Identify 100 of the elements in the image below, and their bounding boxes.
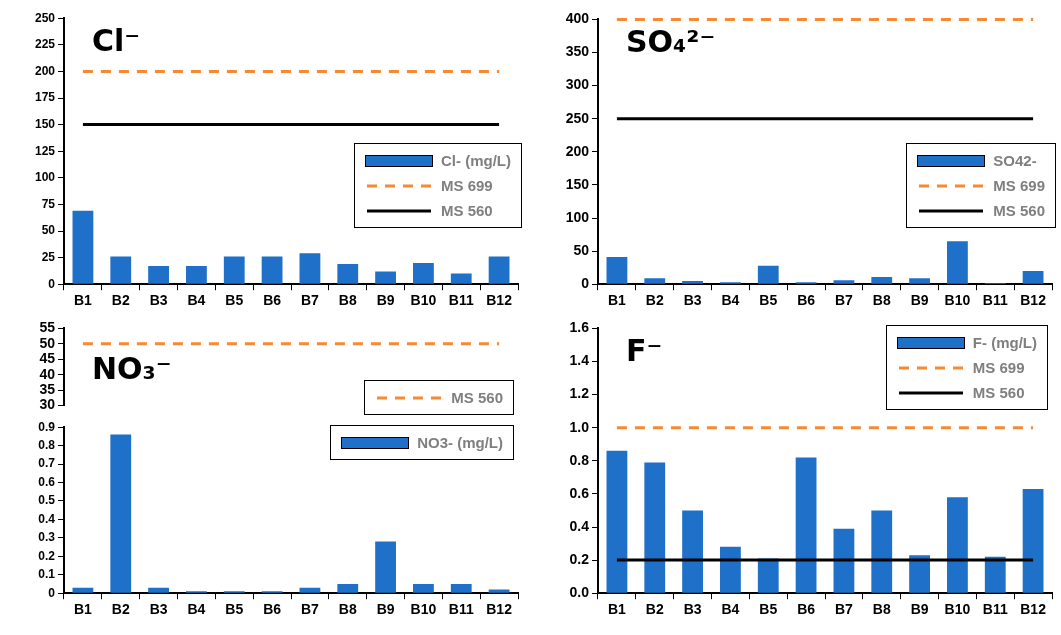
- x-tick-label: B9: [910, 601, 929, 618]
- x-tick-label: B2: [645, 292, 664, 309]
- bar: [606, 257, 628, 284]
- bar: [375, 541, 396, 593]
- bar: [720, 546, 741, 593]
- x-tick-label: B4: [187, 292, 206, 309]
- bar: [606, 450, 628, 593]
- y-tick-label: 200: [565, 142, 590, 159]
- y-tick-label: 0.8: [569, 451, 590, 468]
- y-tick-label: 50: [41, 223, 56, 238]
- y-tick-label: 225: [34, 37, 56, 52]
- bar: [413, 262, 434, 284]
- x-tick-label: B4: [721, 292, 740, 309]
- bar: [110, 256, 132, 284]
- legend-label: MS 699: [441, 177, 493, 194]
- x-tick-label: B1: [607, 601, 627, 618]
- legend-label: MS 560: [451, 389, 503, 406]
- bar: [148, 587, 169, 593]
- x-tick-label: B1: [73, 601, 93, 618]
- legend-label: Cl- (mg/L): [441, 152, 511, 169]
- chart-title: SO₄²⁻: [626, 24, 716, 60]
- x-tick-label: B10: [944, 292, 971, 309]
- x-tick-label: B3: [683, 292, 702, 309]
- x-tick-label: B12: [486, 601, 513, 618]
- bar: [757, 558, 779, 593]
- x-tick-label: B7: [300, 292, 320, 309]
- y-tick-label: 100: [34, 170, 56, 185]
- x-tick-label: B4: [721, 601, 740, 618]
- bar: [299, 253, 321, 284]
- x-tick-label: B12: [1020, 601, 1047, 618]
- x-tick-label: B3: [683, 601, 702, 618]
- y-tick-label: 0.7: [38, 456, 56, 471]
- x-tick-label: B6: [797, 601, 816, 618]
- x-tick-label: B10: [410, 292, 437, 309]
- x-tick-label: B6: [263, 601, 282, 618]
- y-tick-label: 0.1: [38, 567, 56, 582]
- x-tick-label: B8: [872, 601, 891, 618]
- y-tick-label: 50: [39, 334, 56, 351]
- y-tick-label: 150: [34, 116, 56, 131]
- x-tick-label: B3: [149, 601, 168, 618]
- y-tick-label: 0: [581, 275, 590, 292]
- y-tick-label: 0.6: [38, 474, 56, 489]
- legend-label: MS 560: [441, 202, 493, 219]
- bar: [1022, 270, 1044, 284]
- bar: [947, 241, 968, 284]
- y-tick-label: 1.2: [569, 385, 590, 402]
- bar: [261, 256, 283, 284]
- legend-label: MS 560: [972, 384, 1025, 401]
- y-tick-label: 150: [565, 175, 590, 192]
- x-tick-label: B1: [73, 292, 93, 309]
- y-tick-label: 50: [573, 241, 590, 258]
- bar: [110, 434, 132, 593]
- y-tick-label: 0.0: [569, 584, 590, 601]
- y-tick-label: 0.2: [569, 550, 590, 567]
- bar: [871, 276, 893, 284]
- y-tick-label: 45: [39, 350, 56, 367]
- bar: [871, 510, 893, 593]
- y-tick-label: 0.9: [38, 419, 56, 434]
- bar: [1022, 488, 1044, 593]
- x-tick-label: B2: [645, 601, 664, 618]
- y-tick-label: 35: [39, 381, 56, 398]
- legend-label: MS 699: [993, 177, 1045, 194]
- y-tick-label: 0.3: [38, 530, 56, 545]
- y-tick-label: 250: [34, 10, 56, 25]
- bar: [947, 497, 968, 593]
- x-tick-label: B6: [797, 292, 816, 309]
- x-tick-label: B7: [300, 601, 320, 618]
- y-tick-label: 1.4: [569, 352, 590, 369]
- y-tick-label: 55: [39, 319, 56, 336]
- x-tick-label: B9: [910, 292, 929, 309]
- bar: [337, 263, 359, 284]
- bar: [148, 266, 169, 284]
- y-tick-label: 100: [565, 208, 590, 225]
- bar: [795, 457, 817, 593]
- x-tick-label: B11: [448, 292, 474, 309]
- y-tick-label: 0.2: [38, 548, 56, 563]
- y-tick-label: 30: [39, 396, 56, 413]
- x-tick-label: B8: [338, 601, 357, 618]
- x-tick-label: B8: [338, 292, 357, 309]
- chart-title: F⁻: [626, 333, 663, 369]
- x-tick-label: B5: [225, 292, 244, 309]
- y-tick-label: 300: [565, 76, 590, 93]
- bar: [186, 266, 207, 284]
- x-tick-label: B2: [111, 292, 130, 309]
- y-tick-label: 175: [34, 90, 56, 105]
- bar: [909, 278, 930, 284]
- bar: [450, 583, 472, 593]
- y-tick-label: 250: [565, 109, 590, 126]
- y-tick-label: 0.5: [38, 493, 56, 508]
- bar: [413, 583, 434, 593]
- y-tick-label: 1.6: [569, 319, 590, 336]
- y-tick-label: 125: [34, 143, 56, 158]
- y-tick-label: 75: [41, 196, 56, 211]
- bar: [223, 256, 245, 284]
- legend-label: MS 560: [993, 202, 1045, 219]
- legend-label: MS 699: [972, 359, 1025, 376]
- x-tick-label: B3: [149, 292, 168, 309]
- y-tick-label: 0: [48, 585, 56, 600]
- x-tick-label: B6: [263, 292, 282, 309]
- bar: [299, 587, 321, 593]
